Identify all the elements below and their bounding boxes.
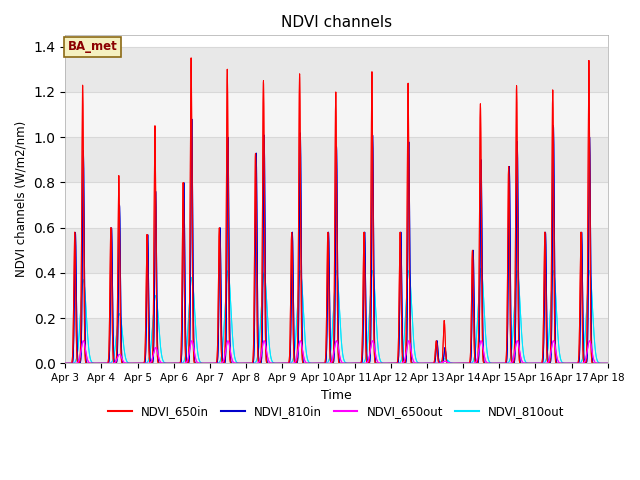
NDVI_650out <box>79 338 87 344</box>
NDVI_810in <box>458 360 466 366</box>
NDVI_650out <box>316 360 324 366</box>
NDVI_810out <box>159 357 166 363</box>
NDVI_650out <box>159 360 166 366</box>
Bar <box>65 182 608 228</box>
X-axis label: Time: Time <box>321 389 352 402</box>
NDVI_650out <box>61 360 69 366</box>
NDVI_650out <box>458 360 466 366</box>
NDVI_650out <box>459 360 467 366</box>
NDVI_810out <box>61 360 69 366</box>
Text: BA_met: BA_met <box>68 40 118 53</box>
NDVI_810in <box>61 360 69 366</box>
NDVI_810out <box>604 360 612 366</box>
Line: NDVI_810out: NDVI_810out <box>65 268 608 363</box>
NDVI_650in <box>428 360 436 366</box>
NDVI_810out <box>316 360 324 366</box>
NDVI_650out <box>604 360 611 366</box>
NDVI_810out <box>424 360 431 366</box>
NDVI_810in <box>604 360 612 366</box>
Y-axis label: NDVI channels (W/m2/nm): NDVI channels (W/m2/nm) <box>15 121 28 277</box>
NDVI_650in <box>188 55 195 61</box>
NDVI_650out <box>604 360 612 366</box>
NDVI_810in <box>159 360 166 366</box>
Bar <box>65 273 608 318</box>
NDVI_650in <box>61 360 69 366</box>
NDVI_650in <box>458 360 466 366</box>
Bar <box>65 228 608 273</box>
Title: NDVI channels: NDVI channels <box>281 15 392 30</box>
Bar <box>65 137 608 182</box>
NDVI_810out <box>428 360 436 366</box>
NDVI_810in <box>188 116 196 122</box>
NDVI_810in <box>428 360 436 366</box>
NDVI_650in <box>159 360 166 366</box>
NDVI_650in <box>489 360 497 366</box>
Legend: NDVI_650in, NDVI_810in, NDVI_650out, NDVI_810out: NDVI_650in, NDVI_810in, NDVI_650out, NDV… <box>104 401 570 423</box>
NDVI_810out <box>477 265 485 271</box>
NDVI_650in <box>604 360 611 366</box>
NDVI_810in <box>489 360 497 366</box>
Line: NDVI_650out: NDVI_650out <box>65 341 608 363</box>
NDVI_810out <box>489 360 497 366</box>
Bar <box>65 92 608 137</box>
NDVI_810out <box>458 360 466 366</box>
Bar <box>65 47 608 92</box>
NDVI_810in <box>316 360 324 366</box>
NDVI_650out <box>489 360 497 366</box>
NDVI_650in <box>316 360 324 366</box>
NDVI_650in <box>604 360 612 366</box>
Bar <box>65 318 608 363</box>
NDVI_650out <box>428 360 436 366</box>
NDVI_810in <box>604 360 611 366</box>
NDVI_810out <box>604 360 611 366</box>
Line: NDVI_650in: NDVI_650in <box>65 58 608 363</box>
Line: NDVI_810in: NDVI_810in <box>65 119 608 363</box>
